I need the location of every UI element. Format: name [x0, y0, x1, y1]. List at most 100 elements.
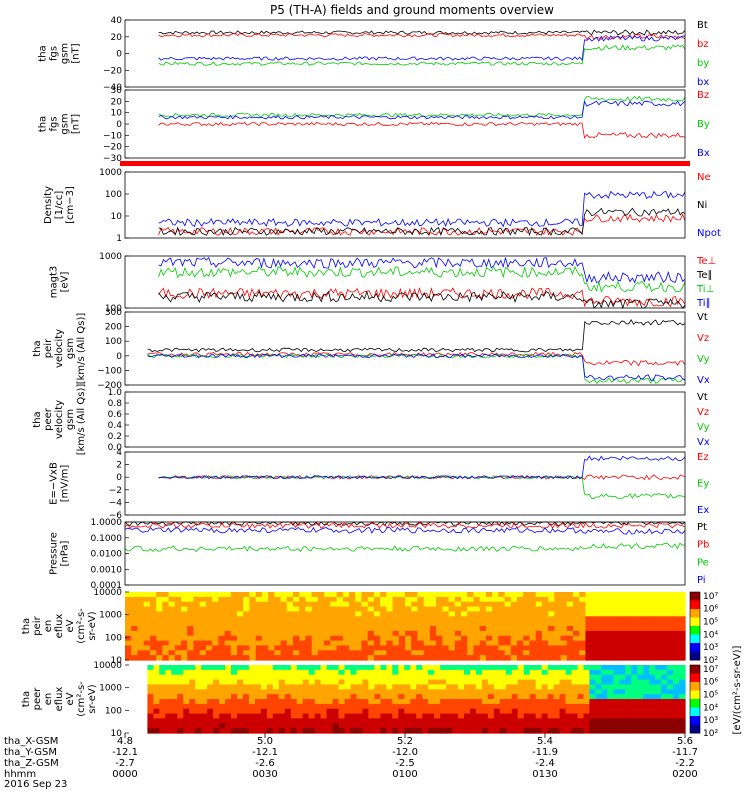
- heat-cell: [249, 630, 257, 637]
- x-tick-label: 5.2: [397, 736, 413, 747]
- heat-cell: [673, 708, 680, 715]
- heat-cell: [517, 645, 524, 651]
- heat-cell: [585, 635, 593, 642]
- heat-cell: [653, 621, 661, 627]
- heat-cell: [168, 601, 176, 608]
- heat-cell: [368, 669, 375, 676]
- heat-cell: [193, 606, 201, 613]
- heat-cell: [404, 694, 411, 700]
- heat-cell: [434, 703, 441, 710]
- heat-cell: [314, 728, 322, 734]
- heat-cell: [237, 708, 244, 715]
- heat-cell: [338, 674, 346, 681]
- heat-cell: [452, 728, 459, 734]
- heat-cell: [440, 679, 447, 686]
- heat-cell: [461, 596, 468, 603]
- heat-cell: [302, 713, 310, 720]
- heat-cell: [213, 689, 220, 695]
- heat-cell: [505, 674, 513, 681]
- heat-cell: [324, 645, 331, 651]
- heat-cell: [410, 713, 417, 720]
- heat-cell: [254, 723, 262, 729]
- heat-cell: [589, 723, 596, 729]
- heat-cell: [255, 616, 263, 622]
- heat-cell: [392, 674, 399, 681]
- heat-cell: [616, 616, 624, 622]
- heat-cell: [195, 694, 202, 700]
- heat-cell: [193, 640, 201, 647]
- heat-cell: [619, 679, 626, 686]
- colorbar-tick-label: 10²: [703, 656, 718, 666]
- heat-cell: [219, 713, 226, 720]
- heat-cell: [429, 645, 437, 651]
- heat-cell: [224, 606, 232, 613]
- heat-cell: [565, 674, 573, 681]
- y-axis-label: peir: [43, 338, 54, 358]
- heat-cell: [541, 665, 549, 671]
- heat-cell: [566, 630, 574, 637]
- heat-cell: [314, 679, 322, 686]
- colorbar-tick-label: 10⁶: [703, 605, 718, 615]
- heat-cell: [156, 645, 163, 651]
- heat-cell: [255, 640, 263, 647]
- heat-cell: [673, 689, 680, 695]
- heat-cell: [308, 674, 316, 681]
- heat-cell: [553, 703, 561, 710]
- heat-cell: [510, 606, 518, 613]
- heat-cell: [386, 630, 394, 637]
- heat-cell: [411, 630, 418, 637]
- heat-cell: [219, 718, 226, 724]
- heat-cell: [231, 679, 238, 686]
- heat-cell: [205, 640, 213, 647]
- heat-cell: [423, 616, 431, 622]
- heat-cell: [342, 645, 350, 651]
- heat-cell: [660, 621, 667, 627]
- heat-cell: [356, 684, 364, 690]
- heat-cell: [498, 640, 506, 647]
- heat-cell: [529, 596, 537, 603]
- heat-cell: [356, 708, 364, 715]
- y-axis-label: [1/cc]: [54, 191, 65, 220]
- heat-cell: [398, 703, 405, 710]
- heat-cell: [571, 684, 579, 690]
- heat-cell: [350, 728, 358, 734]
- heat-cell: [560, 630, 568, 637]
- heat-cell: [579, 606, 586, 613]
- heat-cell: [434, 684, 441, 690]
- legend-label-bx: bx: [697, 77, 709, 88]
- heat-cell: [454, 606, 462, 613]
- heat-cell: [350, 723, 358, 729]
- heat-cell: [529, 699, 537, 705]
- heat-cell: [368, 684, 375, 690]
- legend-label-Bz: Bz: [697, 90, 709, 101]
- heat-cell: [299, 606, 306, 613]
- heat-cell: [243, 611, 250, 617]
- heat-cell: [417, 611, 425, 617]
- heat-cell: [499, 679, 507, 686]
- heat-cell: [479, 635, 487, 642]
- heat-cell: [153, 679, 160, 686]
- series-line-bx: [158, 35, 686, 61]
- heat-cell: [678, 655, 686, 661]
- heat-cell: [219, 694, 226, 700]
- heat-cell: [268, 650, 275, 656]
- heat-cell: [673, 713, 680, 720]
- heat-cell: [442, 655, 450, 661]
- heat-cell: [511, 689, 519, 695]
- heat-cell: [625, 708, 632, 715]
- heat-cell: [218, 592, 226, 598]
- x-tick-label: 0000: [112, 769, 137, 780]
- heat-cell: [541, 640, 549, 647]
- heat-cell: [535, 635, 543, 642]
- heat-cell: [237, 640, 244, 647]
- heat-cell: [679, 718, 686, 724]
- heat-cell: [386, 592, 394, 598]
- heat-cell: [305, 621, 313, 627]
- heat-cell: [529, 601, 537, 608]
- heat-cell: [405, 621, 412, 627]
- heat-cell: [511, 674, 519, 681]
- heat-cell: [195, 684, 202, 690]
- heat-cell: [159, 669, 166, 676]
- colorbar-band: [690, 651, 700, 661]
